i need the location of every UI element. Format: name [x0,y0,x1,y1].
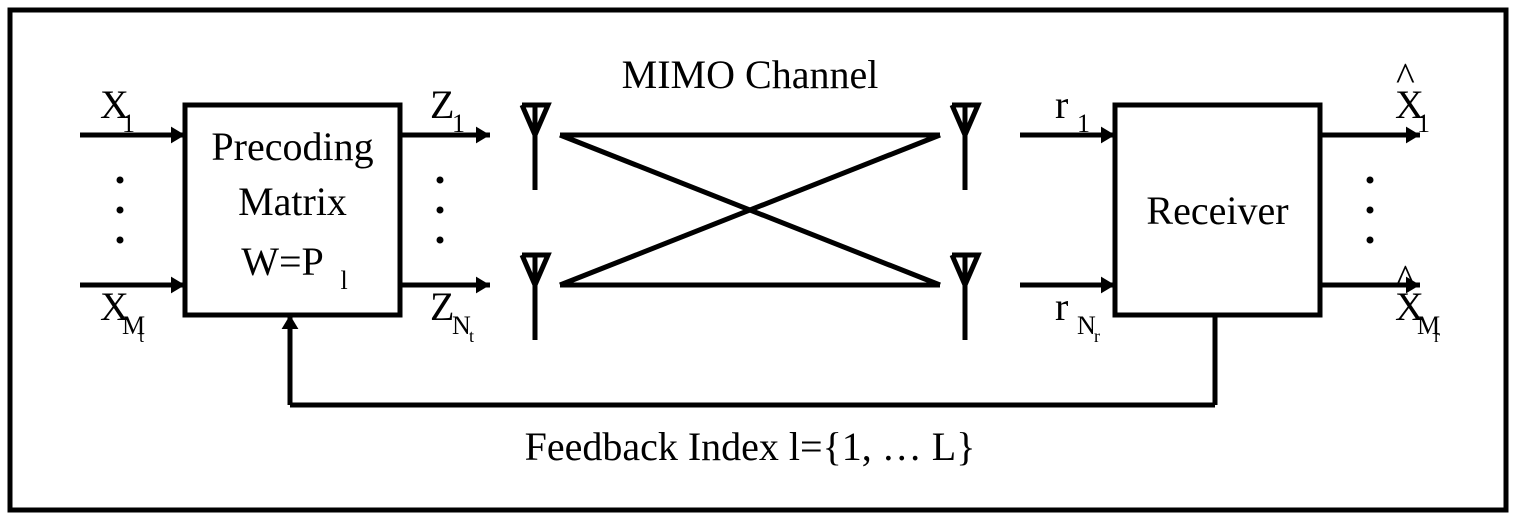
svg-text:1: 1 [1417,109,1430,138]
svg-text:Z: Z [430,82,454,127]
label-ZNt: ZNt [430,284,474,346]
svg-text:Z: Z [430,284,454,329]
receiver-label: Receiver [1146,188,1288,233]
svg-text:1: 1 [452,109,465,138]
svg-text:1: 1 [122,109,135,138]
hat-symbol: ^ [1396,256,1415,301]
svg-text:l: l [341,266,348,295]
label-r1: r1 [1055,82,1090,138]
svg-text:r: r [1434,326,1440,346]
mimo-channel-title: MIMO Channel [622,52,879,97]
svg-text:t: t [139,326,144,346]
label-X1: X1 [100,82,135,138]
svg-text:r: r [1055,284,1068,329]
precoder-line3: W=P [241,239,324,284]
label-rNr: rNr [1055,284,1100,346]
svg-text:r: r [1094,326,1100,346]
label-XMt: XMt [100,284,145,346]
feedback-label: Feedback Index l={1, … L} [525,424,976,469]
svg-text:1: 1 [1077,109,1090,138]
precoder-line1: Precoding [211,124,373,169]
label-Z1: Z1 [430,82,465,138]
precoder-line2: Matrix [238,179,347,224]
svg-text:t: t [469,326,474,346]
svg-text:r: r [1055,82,1068,127]
hat-symbol: ^ [1396,54,1415,99]
